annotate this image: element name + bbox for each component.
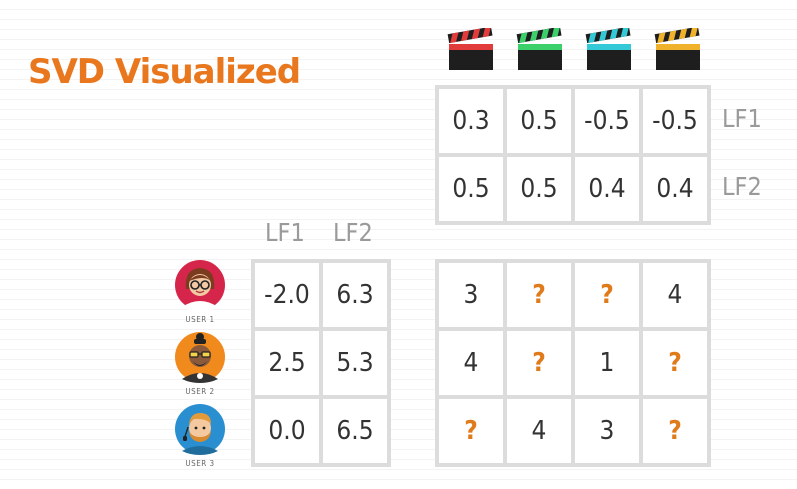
matrix-cell: 6.3 (323, 263, 387, 327)
user-factor-matrix: -2.0 6.3 2.5 5.3 0.0 6.5 (251, 259, 391, 467)
matrix-cell: -2.0 (255, 263, 319, 327)
matrix-cell: 2.5 (255, 331, 319, 395)
matrix-cell: 0.0 (255, 399, 319, 463)
rating-cell: 4 (439, 331, 503, 395)
rating-cell: ? (507, 263, 571, 327)
rating-cell: 3 (575, 399, 639, 463)
row-label-lf1: LF1 (722, 104, 762, 133)
user-label: USER 1 (185, 315, 215, 324)
rating-cell: ? (507, 331, 571, 395)
movie-factor-matrix: 0.3 0.5 -0.5 -0.5 0.5 0.5 0.4 0.4 (435, 85, 711, 225)
clapperboard-red-icon (447, 28, 493, 70)
matrix-cell: 6.5 (323, 399, 387, 463)
matrix-cell: 0.4 (575, 157, 639, 221)
clapperboard-yellow-icon (654, 28, 700, 70)
matrix-cell: -0.5 (575, 89, 639, 153)
col-label-lf2: LF2 (333, 218, 373, 247)
user-1-avatar-icon (175, 260, 225, 311)
clapperboard-green-icon (516, 28, 562, 70)
col-label-lf1: LF1 (265, 218, 305, 247)
rating-cell: ? (643, 399, 707, 463)
rating-cell: ? (643, 331, 707, 395)
matrix-cell: 0.5 (507, 157, 571, 221)
user-label: USER 2 (185, 387, 215, 396)
row-label-lf2: LF2 (722, 172, 762, 201)
matrix-cell: -0.5 (643, 89, 707, 153)
rating-cell: 4 (643, 263, 707, 327)
user-2-avatar-icon (175, 332, 225, 383)
matrix-cell: 5.3 (323, 331, 387, 395)
matrix-cell: 0.4 (643, 157, 707, 221)
rating-cell: ? (439, 399, 503, 463)
rating-cell: 1 (575, 331, 639, 395)
user-label: USER 3 (185, 459, 215, 468)
rating-cell: 3 (439, 263, 503, 327)
user-3-avatar-icon (175, 404, 225, 455)
ratings-matrix: 3 ? ? 4 4 ? 1 ? ? 4 3 ? (435, 259, 711, 467)
matrix-cell: 0.5 (507, 89, 571, 153)
page-title: SVD Visualized (28, 52, 301, 92)
clapperboard-cyan-icon (585, 28, 631, 70)
rating-cell: 4 (507, 399, 571, 463)
matrix-cell: 0.5 (439, 157, 503, 221)
rating-cell: ? (575, 263, 639, 327)
matrix-cell: 0.3 (439, 89, 503, 153)
